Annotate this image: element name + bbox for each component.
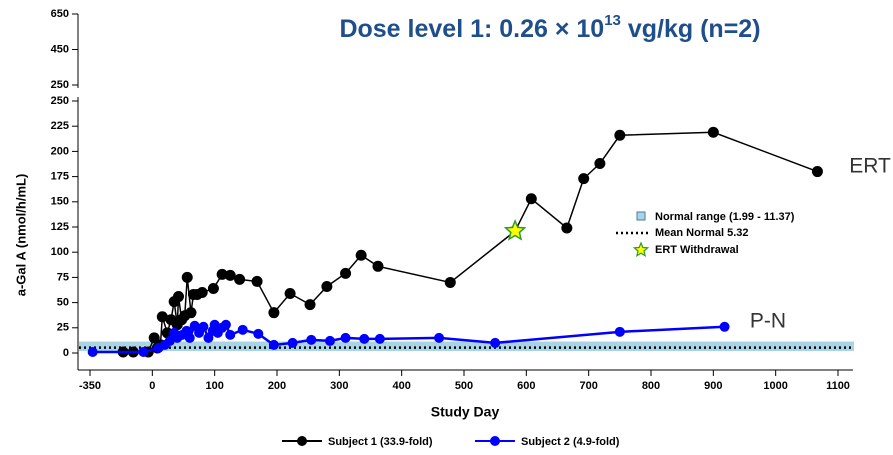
data-point [148,332,160,344]
data-point [87,346,98,357]
data-point [196,287,208,299]
y-tick-label: 175 [51,171,69,183]
y-tick-label: 200 [51,145,69,157]
y-tick-label: 75 [57,271,69,283]
data-point [216,268,228,280]
data-point [184,332,195,343]
data-point [372,260,384,272]
x-tick-label: 400 [392,380,410,392]
data-point [164,335,175,346]
x-tick-label: 600 [517,380,535,392]
x-tick-label: 900 [704,380,722,392]
y-axis-label: a-Gal A (nmol/h/mL) [13,174,28,297]
data-point [707,126,719,138]
data-point [324,335,335,346]
data-point [614,326,625,337]
data-point [198,321,209,332]
data-point [284,288,296,300]
y-tick-label: 250 [51,79,69,91]
data-point [340,267,352,279]
data-point [185,307,197,319]
y-tick-label: 100 [51,246,69,258]
data-point [251,275,263,287]
data-point [374,333,385,344]
data-point [268,307,280,319]
x-tick-label: 200 [268,380,286,392]
y-tick-label: 125 [51,221,69,233]
data-point [321,280,333,292]
x-tick-label: 300 [330,380,348,392]
x-tick-label: 800 [642,380,660,392]
x-tick-label: 500 [455,380,473,392]
data-point [594,157,606,169]
y-tick-label: 0 [63,347,69,359]
data-point [209,319,220,330]
y-tick-label: 50 [57,297,69,309]
annotation: ERT [849,155,891,178]
legend-swatch [632,241,650,257]
data-point [490,337,501,348]
title-suffix: vg/kg (n=2) [621,15,761,43]
x-tick-label: 1100 [826,380,850,392]
ert-withdrawal-marker [503,219,527,241]
data-point [306,334,317,345]
x-tick-label: 100 [205,380,223,392]
data-point [234,273,246,285]
y-tick-label: 450 [51,43,69,55]
y-tick-label: 225 [51,120,69,132]
data-point [561,222,573,234]
data-point [207,282,219,294]
data-point [719,321,730,332]
data-point [225,329,236,340]
data-point [340,332,351,343]
legend-label: Subject 2 (4.9-fold) [521,436,620,448]
legend-label: ERT Withdrawal [655,244,739,256]
legend-label: Mean Normal 5.32 [655,227,749,239]
data-point [304,299,316,311]
data-point [156,311,168,323]
data-point [237,324,248,335]
y-tick-label: 25 [57,322,69,334]
chart-title: Dose level 1: 0.26 × 1013 vg/kg (n=2) [339,12,760,43]
y-tick-label: 150 [51,196,69,208]
data-point [359,333,370,344]
data-point [434,332,445,343]
data-point [181,271,193,283]
data-point [173,291,185,303]
data-point [253,328,264,339]
x-tick-label: 1000 [763,380,787,392]
data-point [614,129,626,141]
data-point [525,193,537,205]
data-point [224,269,236,281]
legend-swatch [490,436,500,446]
data-point [578,173,590,185]
data-point [220,319,231,330]
data-point [138,346,149,357]
x-tick-label: 0 [149,380,155,392]
data-point [444,276,456,288]
x-tick-label: 700 [579,380,597,392]
legend-label: Normal range (1.99 - 11.37) [655,211,795,223]
legend-swatch [636,211,646,221]
series-line [123,131,818,353]
title-text: Dose level 1: 0.26 × 10 [339,15,604,43]
x-axis-label: Study Day [431,404,500,420]
annotation: P-N [750,310,786,333]
data-point [287,337,298,348]
legend-label: Subject 1 (33.9-fold) [328,436,433,448]
y-tick-label: 250 [51,95,69,107]
data-point [268,339,279,350]
title-exponent: 13 [604,12,621,29]
legend-swatch [297,436,307,446]
normal-range [79,341,854,351]
y-tick-label: 650 [51,8,69,20]
data-point [355,249,367,261]
x-tick-label: -350 [79,380,101,392]
data-point [811,166,823,178]
